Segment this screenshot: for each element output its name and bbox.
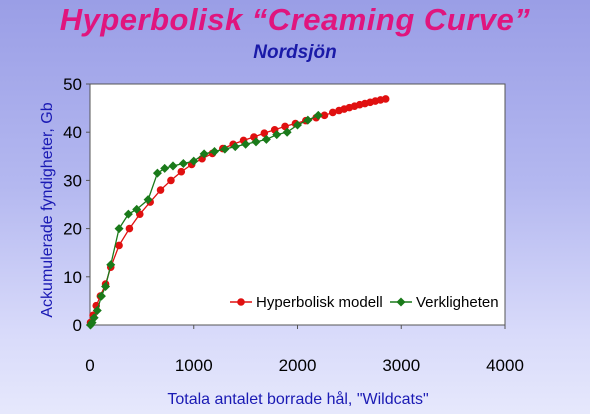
legend-label: Verkligheten bbox=[416, 294, 499, 311]
chart-subtitle: Nordsjön bbox=[253, 42, 337, 63]
data-point bbox=[261, 134, 271, 144]
data-point bbox=[251, 137, 261, 147]
y-tick-label: 40 bbox=[63, 123, 82, 142]
data-point bbox=[381, 95, 390, 103]
series-line bbox=[89, 114, 319, 326]
y-axis-ticks: 0 10 20 30 40 50 bbox=[63, 75, 90, 335]
x-axis-label: Totala antalet borrade hål, "Wildcats" bbox=[167, 390, 428, 408]
chart-title: Hyperbolisk “Creaming Curve” bbox=[59, 2, 531, 37]
y-tick-label: 0 bbox=[73, 316, 82, 335]
data-point bbox=[282, 127, 292, 137]
data-point bbox=[230, 142, 240, 152]
data-point bbox=[199, 149, 209, 159]
x-axis-ticks: 0 1000 2000 3000 4000 bbox=[85, 325, 524, 375]
y-axis-label: Ackumulerade fyndigheter, Gb bbox=[39, 102, 56, 317]
data-point bbox=[160, 163, 170, 173]
y-tick-label: 10 bbox=[63, 268, 82, 287]
data-point bbox=[292, 120, 303, 130]
data-point bbox=[101, 281, 111, 291]
y-tick-label: 20 bbox=[63, 220, 82, 239]
data-point bbox=[313, 110, 323, 120]
data-point bbox=[189, 156, 199, 166]
data-point bbox=[125, 224, 134, 233]
data-point bbox=[328, 108, 337, 117]
data-point bbox=[143, 195, 153, 205]
data-point bbox=[260, 129, 269, 137]
x-tick-label: 0 bbox=[85, 356, 94, 375]
data-point bbox=[152, 168, 162, 178]
legend-marker bbox=[237, 298, 245, 306]
data-point bbox=[156, 186, 165, 194]
data-point bbox=[89, 313, 99, 323]
data-point bbox=[241, 139, 251, 149]
data-point bbox=[106, 260, 116, 270]
y-tick-label: 50 bbox=[63, 75, 82, 94]
data-point bbox=[92, 306, 102, 316]
data-point bbox=[115, 241, 123, 250]
data-point bbox=[167, 176, 175, 185]
data-point bbox=[168, 161, 178, 171]
data-point bbox=[303, 115, 313, 125]
series-hyperbolisk-modell bbox=[86, 95, 390, 327]
data-point bbox=[281, 122, 289, 131]
data-point bbox=[136, 210, 144, 218]
legend-label: Hyperbolisk modell bbox=[256, 294, 383, 311]
y-tick-label: 30 bbox=[63, 171, 82, 190]
x-tick-label: 3000 bbox=[382, 356, 420, 375]
x-tick-label: 2000 bbox=[279, 356, 317, 375]
legend-marker bbox=[396, 297, 406, 307]
series-verkligheten bbox=[86, 110, 323, 330]
data-point bbox=[272, 130, 282, 140]
series-group bbox=[86, 95, 390, 330]
data-point bbox=[220, 144, 230, 154]
data-point bbox=[114, 224, 124, 234]
data-point bbox=[123, 209, 133, 219]
data-point bbox=[132, 204, 142, 214]
data-point bbox=[177, 167, 186, 176]
x-tick-label: 1000 bbox=[175, 356, 213, 375]
legend: Hyperbolisk modell Verkligheten bbox=[230, 294, 499, 311]
data-point bbox=[96, 291, 106, 301]
x-tick-label: 4000 bbox=[486, 356, 524, 375]
data-point bbox=[209, 146, 220, 156]
data-point bbox=[178, 159, 188, 169]
